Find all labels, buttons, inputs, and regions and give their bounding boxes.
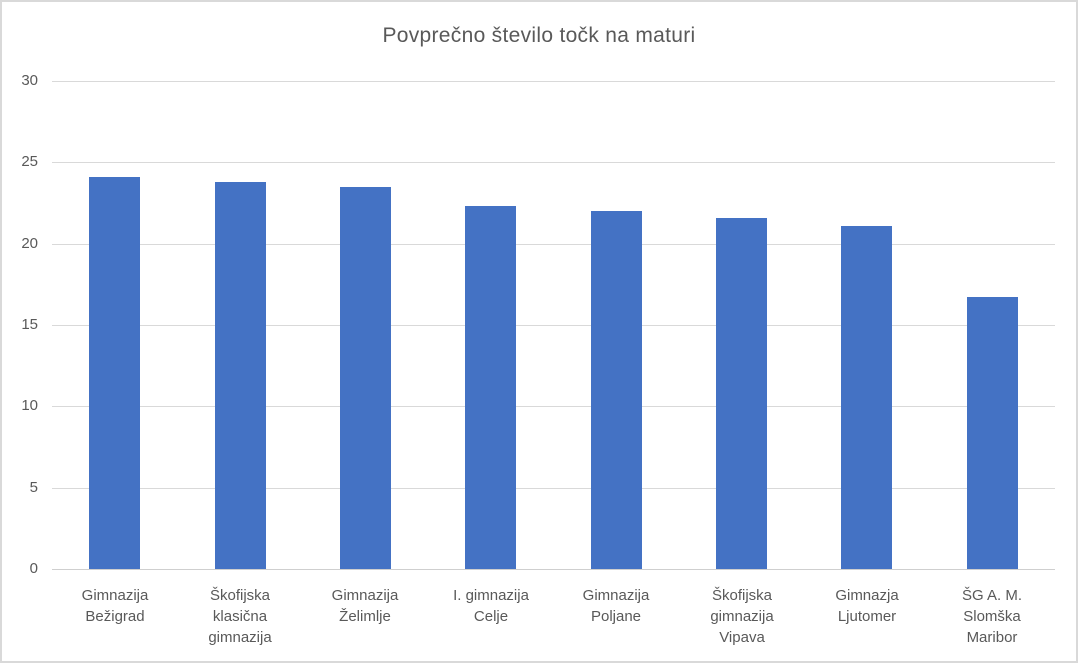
y-axis-tick-label: 10	[21, 397, 38, 414]
chart-title: Povprečno število točk na maturi	[382, 24, 696, 47]
bar	[967, 297, 1018, 569]
x-axis-line	[52, 569, 1055, 570]
gridline	[52, 162, 1055, 163]
bar	[841, 226, 892, 569]
x-axis-category-label: Gimnazja Ljutomer	[835, 587, 899, 625]
y-axis-tick-label: 30	[21, 72, 38, 89]
bar	[215, 182, 266, 569]
y-axis-tick-label: 15	[21, 316, 38, 333]
gridline	[52, 244, 1055, 245]
x-axis-category-label: Škofijska klasična gimnazija	[208, 587, 272, 646]
x-axis-category-label: Gimnazija Bežigrad	[81, 587, 149, 625]
x-axis-category-label: ŠG A. M. Slomška Maribor	[961, 587, 1022, 646]
bar	[716, 218, 767, 569]
gridline	[52, 406, 1055, 407]
y-axis-tick-label: 5	[29, 479, 38, 496]
bar	[89, 177, 140, 569]
x-axis-category-label: Gimnazija Želimlje	[331, 587, 399, 625]
y-axis-tick-label: 0	[29, 560, 38, 577]
y-axis-tick-label: 20	[21, 235, 38, 252]
gridline	[52, 488, 1055, 489]
x-axis-category-label: Škofijska gimnazija Vipava	[710, 587, 774, 646]
y-axis-tick-label: 25	[21, 153, 38, 170]
bar	[591, 211, 642, 569]
bar	[465, 206, 516, 569]
x-axis-category-label: Gimnazija Poljane	[582, 587, 650, 625]
gridline	[52, 325, 1055, 326]
bar	[340, 187, 391, 569]
x-axis-category-label: I. gimnazija Celje	[453, 587, 529, 625]
gridline	[52, 81, 1055, 82]
